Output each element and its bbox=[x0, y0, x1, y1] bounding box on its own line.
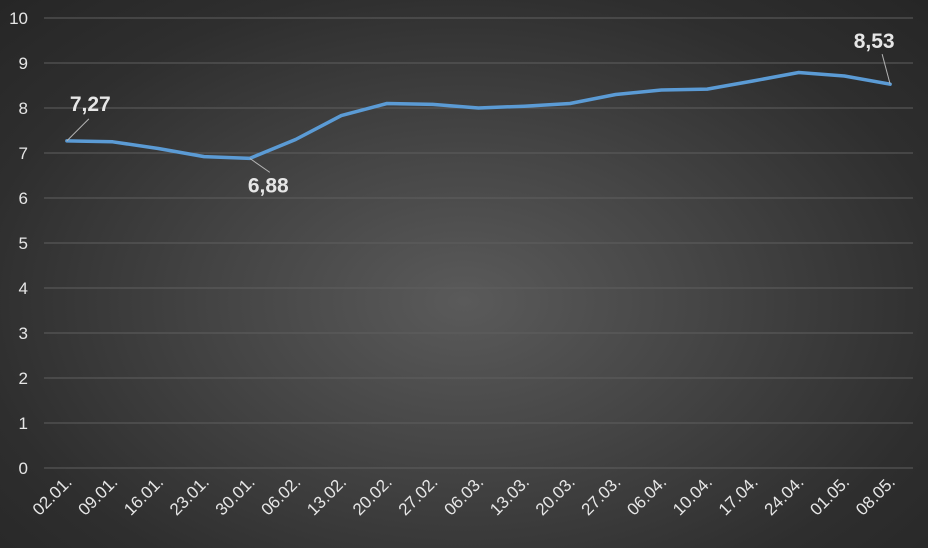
x-tick-label: 01.05. bbox=[806, 472, 853, 519]
x-tick-label: 08.05. bbox=[852, 472, 899, 519]
y-tick-label: 6 bbox=[19, 189, 28, 208]
x-tick-label: 24.04. bbox=[761, 472, 808, 519]
data-point bbox=[751, 79, 755, 83]
data-point bbox=[339, 114, 343, 118]
x-tick-label: 30.01. bbox=[212, 472, 259, 519]
y-tick-label: 10 bbox=[9, 9, 28, 28]
leader-line bbox=[249, 157, 271, 173]
gridlines bbox=[44, 17, 913, 469]
data-label: 8,53 bbox=[854, 30, 895, 53]
x-tick-label: 06.04. bbox=[623, 472, 670, 519]
leader-line bbox=[66, 118, 90, 142]
y-tick-label: 9 bbox=[19, 54, 28, 73]
x-tick-label: 17.04. bbox=[715, 472, 762, 519]
leader-line bbox=[881, 54, 891, 85]
data-point bbox=[477, 106, 480, 110]
x-tick-label: 16.01. bbox=[120, 472, 167, 519]
x-tick-label: 09.01. bbox=[75, 472, 122, 519]
x-tick-label: 06.02. bbox=[258, 472, 305, 519]
data-label: 6,88 bbox=[248, 174, 289, 197]
x-tick-label: 20.02. bbox=[349, 472, 396, 519]
data-point bbox=[705, 87, 709, 91]
y-tick-label: 2 bbox=[19, 369, 28, 388]
data-point bbox=[156, 147, 160, 150]
y-axis-ticks: 0 1 2 3 4 5 6 7 8 9 10 bbox=[9, 9, 28, 478]
x-tick-label: 13.02. bbox=[303, 472, 350, 519]
y-tick-label: 1 bbox=[19, 414, 28, 433]
data-point bbox=[202, 155, 206, 159]
data-labels: 7,27 6,88 8,53 bbox=[66, 30, 895, 197]
data-point bbox=[522, 104, 526, 108]
x-axis-ticks: 02.01.09.01.16.01.23.01.30.01.06.02.13.0… bbox=[29, 472, 899, 519]
y-tick-label: 5 bbox=[19, 234, 28, 253]
data-point bbox=[385, 102, 389, 105]
data-point bbox=[568, 102, 572, 105]
series-layer bbox=[65, 70, 892, 161]
data-point bbox=[111, 140, 115, 144]
x-tick-label: 23.01. bbox=[166, 472, 213, 519]
data-label: 7,27 bbox=[70, 93, 111, 116]
x-tick-label: 06.03. bbox=[440, 472, 487, 519]
data-point bbox=[842, 74, 846, 78]
y-tick-label: 7 bbox=[19, 144, 28, 163]
x-tick-label: 20.03. bbox=[532, 472, 579, 519]
x-tick-label: 13.03. bbox=[486, 472, 533, 519]
x-tick-label: 27.02. bbox=[395, 472, 442, 519]
x-tick-label: 27.03. bbox=[578, 472, 625, 519]
y-tick-label: 4 bbox=[19, 279, 28, 298]
y-tick-label: 8 bbox=[19, 99, 28, 118]
data-point bbox=[614, 93, 618, 96]
data-point bbox=[659, 88, 663, 92]
y-tick-label: 3 bbox=[19, 324, 28, 343]
data-point bbox=[431, 102, 435, 106]
x-tick-label: 10.04. bbox=[669, 472, 716, 519]
y-tick-label: 0 bbox=[19, 459, 28, 478]
series-line-0 bbox=[65, 70, 892, 161]
data-point bbox=[797, 70, 801, 74]
data-point bbox=[294, 138, 298, 141]
x-tick-label: 02.01. bbox=[29, 472, 76, 519]
